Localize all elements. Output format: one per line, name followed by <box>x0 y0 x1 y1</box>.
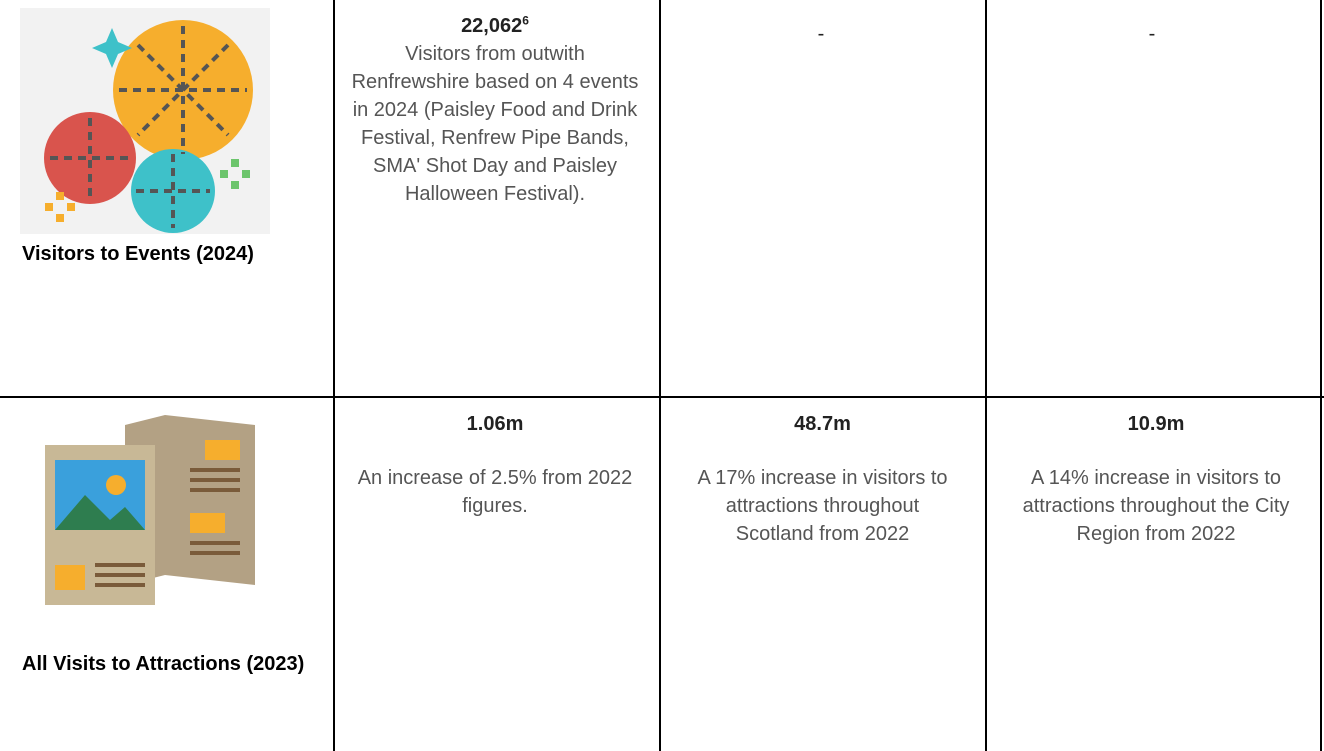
cell: 22,0626 Visitors from outwith Renfrewshi… <box>345 12 645 208</box>
brochure-icon <box>45 415 255 605</box>
cell-text: Visitors from outwith Renfrewshire based… <box>351 43 639 205</box>
fireworks-icon <box>20 8 270 234</box>
value: 22,062 <box>461 15 523 37</box>
cell-text: A 14% increase in visitors to attraction… <box>1022 467 1290 545</box>
cell: 1.06m An increase of 2.5% from 2022 figu… <box>345 410 645 520</box>
cell-value: 22,0626 <box>345 12 645 40</box>
column-line <box>985 0 987 751</box>
column-line <box>1320 0 1322 751</box>
footnote: 6 <box>522 13 529 28</box>
cell: 10.9m A 14% increase in visitors to attr… <box>997 410 1315 548</box>
cell-value: 48.7m <box>794 413 851 435</box>
cell-value: - <box>1148 23 1156 45</box>
row-label: Visitors to Events (2024) <box>22 243 254 265</box>
column-line <box>333 0 335 751</box>
column-line <box>659 0 661 751</box>
cell-text: An increase of 2.5% from 2022 figures. <box>357 467 633 517</box>
row-label: All Visits to Attractions (2023) <box>22 653 305 675</box>
cell-value: 10.9m <box>1127 413 1185 435</box>
cell-value: - <box>817 23 825 45</box>
cell: 48.7m A 17% increase in visitors to attr… <box>690 410 955 548</box>
cell-value: 1.06m <box>466 413 524 435</box>
cell-text: A 17% increase in visitors to attraction… <box>697 467 948 545</box>
row-line <box>0 396 1324 398</box>
